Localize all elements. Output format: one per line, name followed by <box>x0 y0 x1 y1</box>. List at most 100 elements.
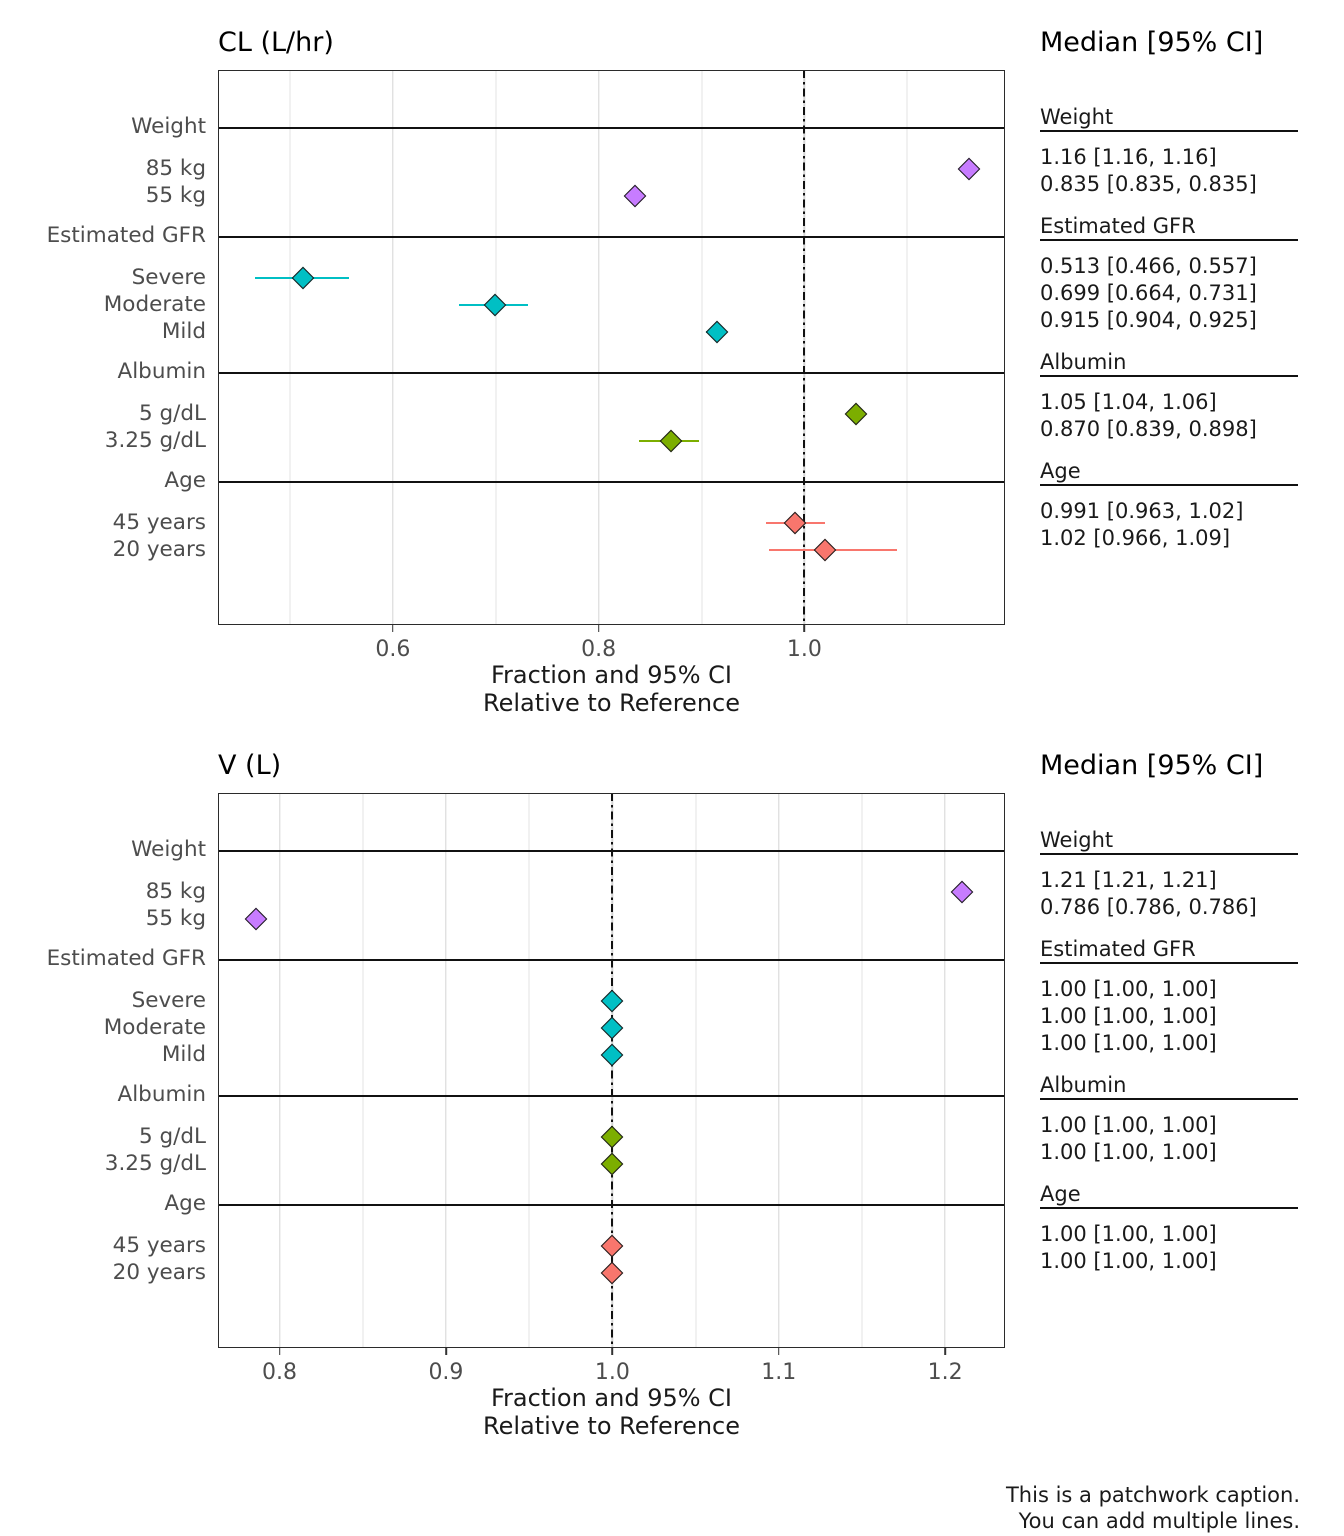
ci-value-text: 0.786 [0.786, 0.786] <box>1040 895 1257 919</box>
point-estimate-diamond <box>705 320 729 344</box>
x-tick-label: 0.9 <box>428 1360 464 1385</box>
reference-line <box>803 70 806 625</box>
cl-x-axis-title: Fraction and 95% CI Relative to Referenc… <box>218 661 1005 717</box>
gridline-major <box>445 793 447 1348</box>
section-divider-line-age <box>218 481 1005 483</box>
gridline-major <box>944 793 946 1348</box>
row-label-45-years: 45 years <box>112 1233 206 1258</box>
row-label-20-years: 20 years <box>112 537 206 562</box>
row-label-severe: Severe <box>131 988 206 1013</box>
point-estimate-diamond <box>601 1043 624 1067</box>
v-x-axis-title-line2: Relative to Reference <box>483 1412 740 1440</box>
point-estimate-diamond <box>813 538 837 562</box>
point-estimate-diamond <box>601 1125 624 1149</box>
section-divider-line-estimated-gfr <box>218 236 1005 238</box>
figure-caption: This is a patchwork caption. You can add… <box>1006 1482 1300 1534</box>
gridline-major <box>778 793 780 1348</box>
ci-col-underline-age <box>1040 1207 1298 1209</box>
gridline-minor <box>362 793 364 1348</box>
figure-caption-line2: You can add multiple lines. <box>1018 1509 1300 1533</box>
v-ci-column-title: Median [95% CI] <box>1040 750 1264 781</box>
gridline-minor <box>906 70 908 625</box>
x-tick-mark <box>777 1348 780 1355</box>
ci-col-underline-age <box>1040 484 1298 486</box>
ci-value-text: 0.835 [0.835, 0.835] <box>1040 172 1257 196</box>
section-divider-line-age <box>218 1204 1005 1206</box>
row-label-20-years: 20 years <box>112 1260 206 1285</box>
cl-x-axis-title-line2: Relative to Reference <box>483 689 740 717</box>
ci-value-text: 1.21 [1.21, 1.21] <box>1040 868 1217 892</box>
ci-value-text: 1.00 [1.00, 1.00] <box>1040 1113 1217 1137</box>
gridline-minor <box>528 793 530 1348</box>
gridline-minor <box>695 793 697 1348</box>
row-label-moderate: Moderate <box>103 1015 206 1040</box>
cl-x-axis-title-line1: Fraction and 95% CI <box>490 661 733 689</box>
cl-panel-title: CL (L/hr) <box>218 27 334 58</box>
v-panel-title: V (L) <box>218 750 282 781</box>
ci-col-underline-albumin <box>1040 1098 1298 1100</box>
x-tick-mark <box>445 1348 447 1355</box>
ci-col-underline-albumin <box>1040 375 1298 377</box>
ci-col-header-age: Age <box>1040 1182 1081 1206</box>
row-label-severe: Severe <box>131 265 206 290</box>
section-divider-line-weight <box>218 850 1005 852</box>
ci-value-text: 1.00 [1.00, 1.00] <box>1040 1004 1217 1028</box>
x-tick-label: 1.2 <box>927 1360 963 1385</box>
section-header-label-albumin: Albumin <box>117 1082 207 1107</box>
ci-col-header-age: Age <box>1040 459 1081 483</box>
row-label-45-years: 45 years <box>112 510 206 535</box>
section-divider-line-estimated-gfr <box>218 959 1005 961</box>
ci-value-text: 1.16 [1.16, 1.16] <box>1040 145 1217 169</box>
row-label-mild: Mild <box>161 1042 206 1067</box>
row-label-3-25-g-dl: 3.25 g/dL <box>104 1151 206 1176</box>
ci-col-underline-weight <box>1040 130 1298 132</box>
point-estimate-diamond <box>957 157 981 181</box>
x-tick-mark <box>597 625 600 632</box>
ci-col-header-weight: Weight <box>1040 105 1114 129</box>
section-divider-line-weight <box>218 127 1005 129</box>
cl-ci-column-title: Median [95% CI] <box>1040 27 1264 58</box>
section-header-label-albumin: Albumin <box>117 359 207 384</box>
ci-value-text: 0.699 [0.664, 0.731] <box>1040 281 1257 305</box>
x-tick-mark <box>803 625 806 632</box>
point-estimate-diamond <box>601 1152 624 1176</box>
x-tick-mark <box>611 1348 614 1355</box>
section-header-label-weight: Weight <box>131 837 206 862</box>
ci-value-text: 1.00 [1.00, 1.00] <box>1040 1249 1217 1273</box>
point-estimate-diamond <box>601 1234 624 1258</box>
ci-value-text: 0.991 [0.963, 1.02] <box>1040 499 1244 523</box>
gridline-major <box>392 70 394 625</box>
gridline-major <box>278 793 281 1348</box>
point-estimate-diamond <box>844 402 868 426</box>
section-header-label-estimated-gfr: Estimated GFR <box>46 223 206 248</box>
section-header-label-estimated-gfr: Estimated GFR <box>46 946 206 971</box>
ci-col-header-estimated-gfr: Estimated GFR <box>1040 937 1196 961</box>
section-header-label-age: Age <box>164 1191 206 1216</box>
x-tick-label: 0.6 <box>375 637 411 662</box>
ci-value-text: 1.00 [1.00, 1.00] <box>1040 1140 1217 1164</box>
ci-col-underline-estimated-gfr <box>1040 239 1298 241</box>
row-label-3-25-g-dl: 3.25 g/dL <box>104 428 206 453</box>
point-estimate-diamond <box>950 880 974 904</box>
point-estimate-diamond <box>659 429 682 453</box>
section-divider-line-albumin <box>218 372 1005 374</box>
row-label-55-kg: 55 kg <box>145 183 206 208</box>
point-estimate-diamond <box>483 293 507 317</box>
x-tick-mark <box>278 1348 281 1355</box>
row-label-5-g-dl: 5 g/dL <box>138 1124 206 1149</box>
row-label-85-kg: 85 kg <box>145 879 206 904</box>
row-label-55-kg: 55 kg <box>145 906 206 931</box>
section-header-label-age: Age <box>164 468 206 493</box>
gridline-minor <box>495 70 497 625</box>
ci-col-header-albumin: Albumin <box>1040 1073 1127 1097</box>
figure-caption-line1: This is a patchwork caption. <box>1005 1483 1300 1507</box>
ci-col-header-estimated-gfr: Estimated GFR <box>1040 214 1196 238</box>
ci-col-underline-estimated-gfr <box>1040 962 1298 964</box>
reference-line <box>611 793 614 1348</box>
x-tick-label: 1.1 <box>761 1360 797 1385</box>
ci-col-header-albumin: Albumin <box>1040 350 1127 374</box>
point-estimate-diamond <box>292 266 315 290</box>
ci-value-text: 1.05 [1.04, 1.06] <box>1040 390 1217 414</box>
point-estimate-diamond <box>601 1016 624 1040</box>
